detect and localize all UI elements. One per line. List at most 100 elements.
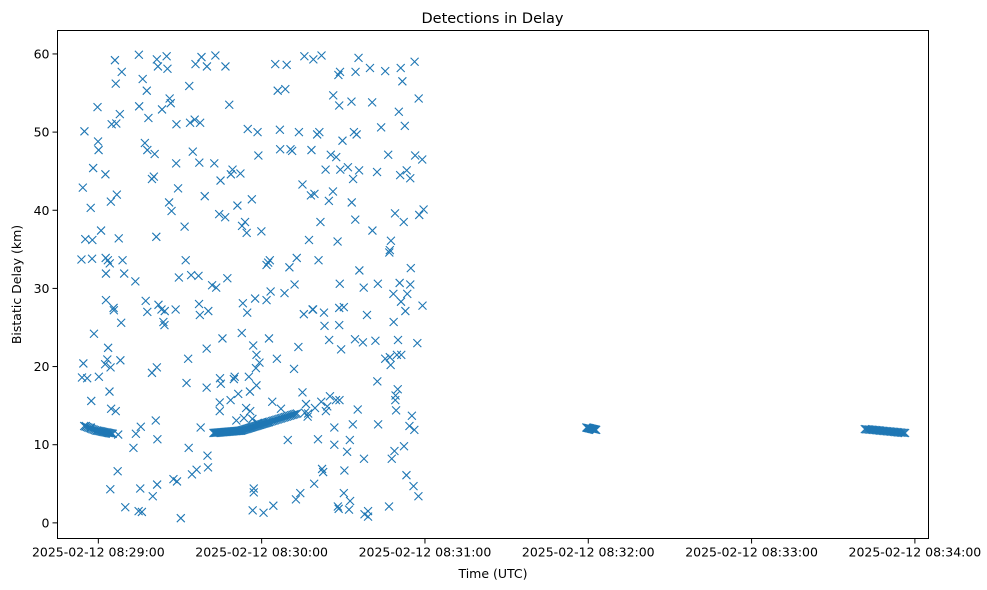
data-point	[115, 355, 125, 365]
data-point	[334, 504, 344, 514]
data-point	[86, 396, 96, 406]
data-point	[233, 389, 243, 399]
data-point	[388, 289, 398, 299]
y-tick-label: 50	[34, 125, 50, 140]
data-point	[194, 271, 203, 281]
data-point	[114, 234, 124, 243]
data-point	[345, 496, 355, 506]
y-axis: 0 10 20 30 40 50 60	[34, 46, 58, 530]
data-point	[409, 425, 419, 435]
data-point	[78, 359, 88, 368]
data-point	[380, 66, 390, 76]
data-point	[591, 425, 601, 435]
x-tick-label: 2025-02-12 08:32:00	[522, 545, 655, 560]
data-point	[231, 416, 241, 425]
data-point	[276, 404, 286, 414]
data-point	[186, 270, 196, 280]
data-point	[395, 170, 405, 180]
data-point	[402, 470, 411, 480]
data-point	[190, 115, 200, 124]
data-point	[100, 359, 110, 369]
data-point	[321, 165, 330, 175]
data-point	[410, 57, 419, 67]
data-point	[412, 338, 422, 348]
data-point	[373, 279, 383, 289]
x-tick-label: 2025-02-12 08:29:00	[32, 545, 165, 560]
data-point	[335, 67, 345, 77]
data-point	[301, 399, 311, 409]
data-point	[345, 435, 355, 445]
data-point	[335, 279, 345, 289]
data-point	[172, 477, 182, 486]
data-point	[265, 255, 275, 265]
data-point	[291, 409, 300, 419]
data-point	[191, 59, 200, 69]
data-point	[221, 62, 230, 71]
data-point	[402, 166, 412, 175]
data-point	[230, 372, 240, 382]
data-point	[88, 163, 98, 173]
data-point	[184, 443, 194, 453]
data-point	[405, 280, 415, 289]
data-point	[347, 198, 357, 207]
chart-title: Detections in Delay	[421, 11, 563, 27]
data-point	[289, 364, 299, 374]
data-point	[130, 276, 140, 286]
data-point	[202, 383, 212, 393]
data-point	[207, 280, 217, 290]
y-tick-label: 20	[34, 359, 50, 374]
data-point	[105, 259, 115, 268]
data-point	[117, 67, 127, 77]
data-point	[111, 79, 121, 89]
y-tick-label: 10	[34, 437, 50, 452]
data-point	[153, 62, 163, 71]
data-point	[402, 289, 412, 299]
data-point	[250, 294, 260, 303]
data-point	[386, 236, 396, 246]
plot-frame	[57, 30, 929, 539]
data-point	[294, 127, 304, 137]
data-point	[275, 125, 285, 135]
data-point	[393, 335, 403, 345]
data-point	[309, 479, 319, 489]
data-point	[354, 166, 364, 175]
data-point	[202, 62, 212, 71]
y-tick-label: 30	[34, 281, 50, 296]
data-point	[343, 162, 353, 172]
y-tick-label: 0	[42, 515, 50, 530]
data-point	[149, 172, 159, 182]
data-point	[405, 173, 415, 183]
data-point	[105, 428, 115, 438]
data-point	[342, 447, 352, 457]
data-point	[283, 435, 293, 445]
data-point	[174, 273, 184, 282]
data-point	[334, 320, 344, 330]
data-point	[131, 429, 141, 439]
data-point	[202, 344, 212, 353]
data-point	[226, 395, 235, 405]
data-point	[406, 263, 416, 273]
data-point	[354, 266, 364, 275]
data-point	[299, 51, 309, 61]
data-point	[262, 295, 271, 305]
data-point	[188, 147, 198, 157]
data-point	[111, 406, 121, 416]
data-point	[200, 191, 210, 201]
data-point	[350, 215, 360, 225]
data-point	[142, 307, 152, 317]
data-point	[325, 391, 335, 401]
data-point	[362, 310, 372, 320]
data-point	[280, 84, 290, 94]
data-point	[107, 429, 116, 438]
data-point	[348, 420, 358, 429]
data-point	[192, 465, 201, 475]
data-point	[324, 335, 334, 345]
data-point	[101, 169, 110, 179]
data-point	[314, 255, 323, 265]
data-point	[171, 158, 181, 168]
data-point	[303, 412, 313, 421]
data-point	[215, 398, 225, 407]
data-point	[105, 387, 114, 396]
data-point	[310, 189, 319, 199]
